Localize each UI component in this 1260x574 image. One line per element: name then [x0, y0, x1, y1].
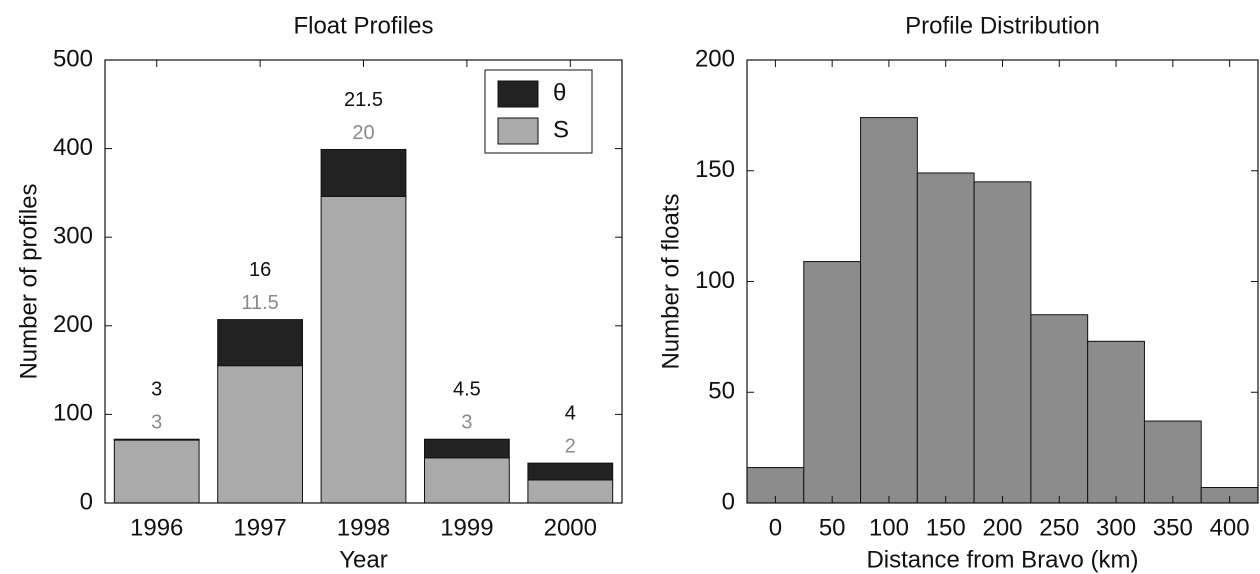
y-tick-label: 100 — [695, 267, 735, 294]
x-tick-label: 250 — [1039, 514, 1079, 541]
x-tick-label: 1998 — [337, 514, 390, 541]
plot-frame — [746, 59, 1259, 504]
bar-segment — [527, 479, 614, 504]
x-tick-label: 1997 — [233, 514, 286, 541]
y-tick-label: 200 — [53, 311, 93, 338]
y-tick-label: 400 — [53, 134, 93, 161]
annotation: 16 — [249, 259, 271, 281]
x-tick-label: 1996 — [130, 514, 183, 541]
y-tick-label: 50 — [708, 378, 735, 405]
bar-segment — [320, 148, 407, 197]
annotation: 11.5 — [241, 292, 278, 314]
histogram-bar — [1087, 340, 1145, 504]
x-tick-label: 100 — [869, 514, 909, 541]
annotation: 2 — [565, 435, 576, 457]
y-tick-label: 300 — [53, 223, 93, 250]
bar-segment — [113, 438, 200, 441]
y-tick-label: 200 — [695, 45, 735, 72]
annotation: 3 — [461, 411, 472, 433]
annotation: 3 — [151, 411, 162, 433]
histogram-bar — [1143, 420, 1202, 504]
annotation: 3 — [151, 378, 162, 400]
x-tick-label: 300 — [1096, 514, 1136, 541]
bar-segment — [217, 319, 303, 367]
bar-segment — [424, 457, 510, 504]
x-tick-label: 350 — [1153, 514, 1193, 541]
y-axis-label: Number of floats — [657, 193, 684, 369]
legend-label: θ — [553, 79, 566, 106]
x-tick-label: 200 — [982, 514, 1022, 541]
bar-segment — [217, 365, 303, 504]
histogram-bar — [803, 261, 862, 504]
legend-swatch — [497, 117, 539, 145]
legend-swatch — [497, 80, 539, 108]
y-tick-label: 0 — [722, 488, 735, 515]
chart-title: Profile Distribution — [905, 12, 1100, 39]
bar-segment — [424, 438, 510, 459]
histogram-bar — [860, 117, 918, 504]
annotation: 4 — [565, 402, 576, 424]
annotation: 20 — [352, 122, 374, 144]
y-tick-label: 500 — [53, 45, 93, 72]
annotation: 4.5 — [453, 378, 481, 400]
histogram-bar — [973, 181, 1032, 504]
histogram-bar — [916, 172, 975, 504]
x-axis-label: Year — [339, 546, 388, 573]
x-tick-label: 150 — [926, 514, 966, 541]
x-axis-label: Distance from Bravo (km) — [866, 546, 1138, 573]
bar-segment — [320, 195, 407, 504]
bar-segment — [527, 462, 614, 481]
x-tick-label: 400 — [1210, 514, 1250, 541]
x-tick-label: 2000 — [544, 514, 597, 541]
histogram-bar — [1030, 314, 1089, 504]
y-tick-label: 150 — [695, 156, 735, 183]
plot-frame — [104, 59, 623, 504]
annotation: 21.5 — [344, 89, 383, 111]
y-axis-label: Number of profiles — [15, 183, 42, 379]
x-tick-label: 0 — [769, 514, 782, 541]
x-tick-label: 1999 — [440, 514, 493, 541]
bar-segment — [113, 439, 200, 504]
chart-title: Float Profiles — [293, 12, 433, 39]
x-tick-label: 50 — [819, 514, 846, 541]
y-tick-label: 100 — [53, 400, 93, 427]
legend-label: S — [553, 116, 569, 143]
y-tick-label: 0 — [80, 488, 93, 515]
